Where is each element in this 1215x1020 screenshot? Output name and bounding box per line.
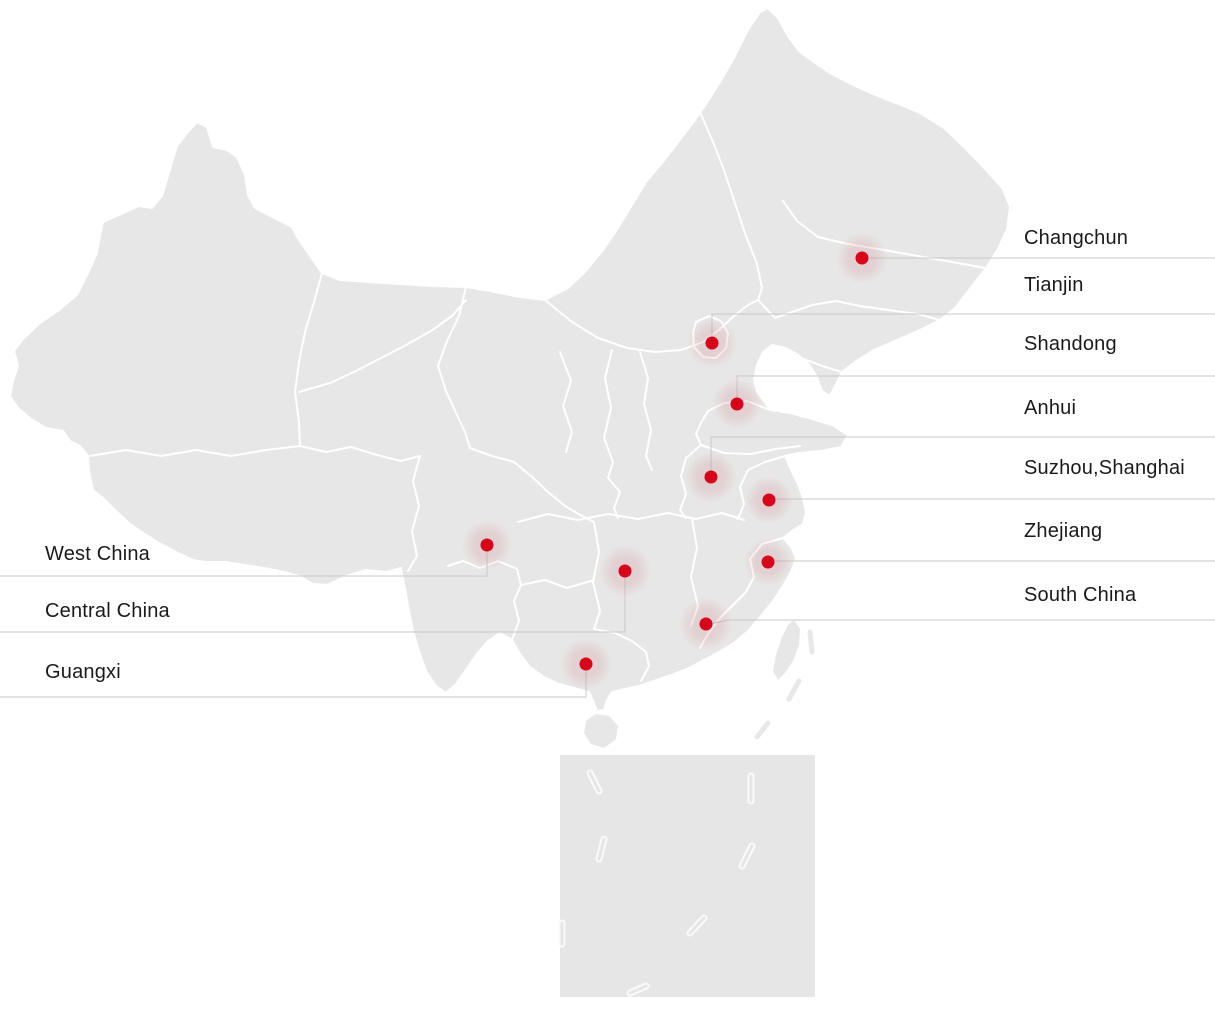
inset-background — [560, 755, 815, 997]
nine-dash-line — [754, 629, 815, 740]
marker-tianjin[interactable] — [705, 336, 719, 350]
marker-shandong[interactable] — [730, 397, 744, 411]
map-label-south-china: South China — [1024, 584, 1137, 606]
marker-suzhou-shanghai[interactable] — [762, 493, 776, 507]
hainan-island — [584, 714, 618, 748]
marker-changchun[interactable] — [855, 251, 869, 265]
marker-dots — [480, 251, 869, 671]
marker-west-china[interactable] — [480, 538, 494, 552]
map-label-central-china: Central China — [45, 600, 170, 622]
inset-dash-line — [558, 769, 756, 997]
map-label-suzhou-shanghai: Suzhou,Shanghai — [1024, 457, 1185, 479]
label-line-south-china — [709, 619, 1215, 625]
map-label-west-china: West China — [45, 543, 151, 565]
map-label-shandong: Shandong — [1024, 333, 1117, 355]
marker-zhejiang[interactable] — [761, 555, 775, 569]
marker-anhui[interactable] — [704, 470, 718, 484]
marker-central-china[interactable] — [618, 564, 632, 578]
marker-guangxi[interactable] — [579, 657, 593, 671]
map-label-tianjin: Tianjin — [1024, 274, 1084, 296]
label-line-shandong — [736, 375, 1215, 402]
taiwan-island — [773, 620, 800, 680]
map-label-zhejiang: Zhejiang — [1024, 520, 1103, 542]
map-label-changchun: Changchun — [1024, 227, 1129, 249]
marker-south-china[interactable] — [699, 617, 713, 631]
map-label-guangxi: Guangxi — [45, 661, 121, 683]
province-borders — [89, 111, 986, 682]
map-label-anhui: Anhui — [1024, 397, 1077, 419]
south-china-sea-inset — [558, 755, 815, 997]
